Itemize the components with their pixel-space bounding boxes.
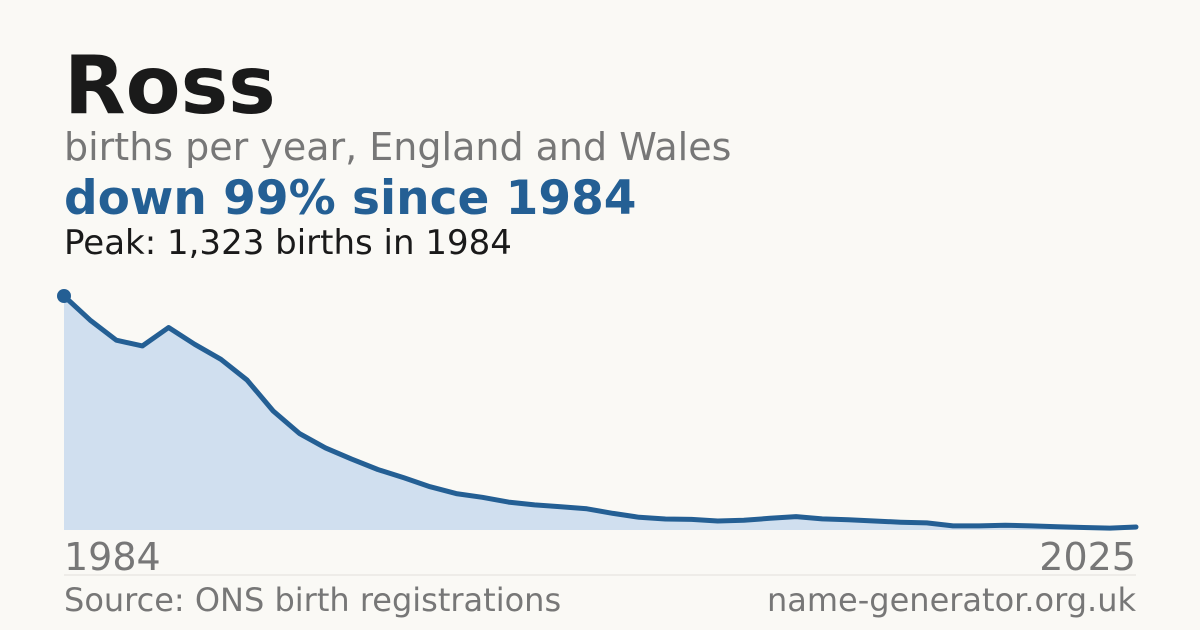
annotation: Peak: 1,323 births in 1984 <box>64 223 512 263</box>
x-tick-label: 2025 <box>1039 535 1136 579</box>
chart-subtitle: births per year, England and Wales <box>64 125 731 169</box>
source: Source: ONS birth registrations <box>64 581 561 619</box>
chart-title: Ross <box>64 39 276 132</box>
area <box>64 296 1136 530</box>
line <box>61 293 1139 531</box>
x-tick-label: 1984 <box>64 535 161 579</box>
peak-marker <box>57 289 71 303</box>
site: name-generator.org.uk <box>767 581 1136 619</box>
headline: down 99% since 1984 <box>64 171 637 226</box>
